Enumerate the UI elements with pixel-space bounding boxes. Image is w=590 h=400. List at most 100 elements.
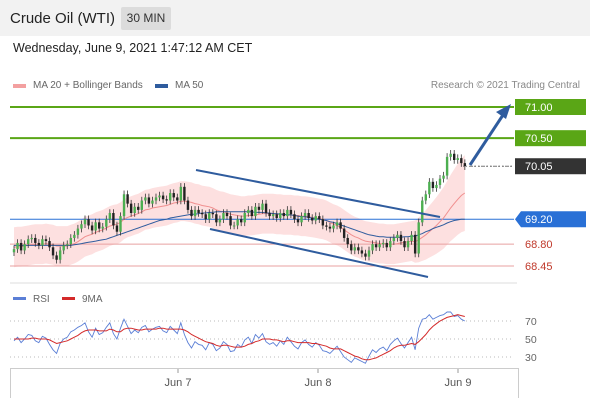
- candle-body: [112, 213, 115, 226]
- candle-body: [27, 239, 30, 245]
- candle-body: [55, 255, 58, 260]
- candle-body: [360, 250, 364, 254]
- candle-body: [389, 241, 392, 248]
- candle-body: [119, 216, 122, 232]
- candle-body: [257, 206, 261, 210]
- ma50-line: [14, 211, 465, 246]
- candle-body: [158, 195, 161, 198]
- candle-body: [243, 213, 246, 223]
- candle-body: [357, 247, 360, 251]
- candle-body: [279, 213, 282, 218]
- rsi-tick-50: 50: [525, 334, 537, 346]
- candle-body: [442, 175, 445, 179]
- candle-body: [133, 206, 136, 213]
- candle-body: [154, 197, 158, 201]
- candle-body: [186, 200, 190, 210]
- rsi-tick-30: 30: [525, 352, 537, 364]
- candle-body: [435, 184, 438, 189]
- candle-body: [229, 216, 232, 226]
- candle-body: [108, 213, 112, 220]
- candle-body: [147, 197, 151, 204]
- candle-body: [218, 219, 222, 223]
- candle-body: [339, 222, 342, 229]
- candle-body: [240, 219, 243, 223]
- candle-body: [165, 199, 168, 201]
- candle-body: [378, 244, 381, 248]
- bollinger-band: [14, 155, 465, 268]
- x-tick-label: Jun 9: [445, 377, 472, 389]
- rsi-tick-70: 70: [525, 316, 537, 328]
- candle-body: [453, 153, 456, 160]
- candle-body: [44, 239, 48, 242]
- candle-body: [23, 244, 26, 251]
- candle-body: [335, 222, 339, 226]
- candle-body: [115, 225, 119, 232]
- candle-body: [261, 203, 264, 210]
- candle-body: [200, 213, 204, 215]
- level-tag-71.00: [515, 99, 586, 115]
- candle-body: [101, 226, 104, 229]
- candle-body: [225, 213, 229, 217]
- candle-body: [445, 156, 449, 176]
- candle-body: [438, 178, 442, 185]
- candle-body: [296, 219, 300, 223]
- channel-lower-line: [209, 228, 429, 278]
- candle-body: [374, 244, 378, 248]
- level-tag-70.05: [515, 158, 586, 175]
- candle-body: [250, 209, 254, 217]
- candle-body: [282, 213, 285, 217]
- candle-body: [311, 217, 314, 221]
- rsi-ma-legend-label: 9MA: [82, 294, 103, 305]
- candle-body: [87, 219, 90, 226]
- candle-body: [286, 209, 289, 217]
- rsi-legend-swatch: [13, 297, 26, 300]
- candle-body: [289, 209, 293, 215]
- candle-body: [34, 237, 37, 243]
- candle-body: [321, 219, 325, 226]
- candle-body: [151, 200, 154, 204]
- candle-body: [76, 228, 80, 235]
- candle-body: [410, 234, 413, 242]
- candle-body: [183, 186, 186, 201]
- candle-body: [403, 241, 406, 248]
- candle-body: [48, 241, 51, 248]
- candle-body: [222, 213, 225, 220]
- rsi-ma-legend-swatch: [62, 297, 75, 300]
- candle-body: [417, 222, 420, 254]
- datetime-label: Wednesday, June 9, 2021 1:47:12 AM CET: [13, 41, 253, 55]
- candle-body: [215, 214, 218, 223]
- candle-body: [126, 194, 129, 204]
- candle-body: [129, 203, 133, 213]
- time-axis-frame: [10, 368, 519, 398]
- candle-body: [350, 244, 353, 251]
- candle-body: [190, 209, 193, 217]
- candle-body: [300, 216, 303, 223]
- timeframe-button[interactable]: 30 MIN: [121, 7, 171, 30]
- candle-body: [122, 194, 126, 217]
- channel-upper-line: [195, 169, 441, 218]
- candle-body: [73, 234, 76, 238]
- candle-body: [140, 200, 143, 210]
- candle-body: [204, 214, 207, 220]
- candle-body: [449, 153, 452, 157]
- candle-body: [424, 194, 427, 201]
- candle-body: [268, 213, 271, 217]
- level-tag-70.50: [515, 130, 586, 147]
- copyright-text: Research © 2021 Trading Central: [430, 80, 580, 91]
- candle-body: [161, 195, 165, 200]
- candle-body: [232, 225, 236, 227]
- candle-body: [325, 225, 328, 227]
- level-label-70.50: 70.50: [525, 133, 553, 145]
- candle-body: [254, 206, 257, 217]
- candle-body: [463, 163, 467, 167]
- forecast-arrow-shaft: [468, 114, 505, 166]
- level-label-70.05: 70.05: [525, 161, 553, 173]
- candle-body: [396, 234, 399, 238]
- candle-body: [342, 228, 346, 238]
- candle-body: [193, 209, 197, 217]
- rsi-line: [13, 311, 466, 364]
- candle-body: [264, 203, 268, 213]
- candle-body: [275, 214, 278, 218]
- candle-body: [460, 158, 463, 164]
- candle-body: [98, 222, 101, 229]
